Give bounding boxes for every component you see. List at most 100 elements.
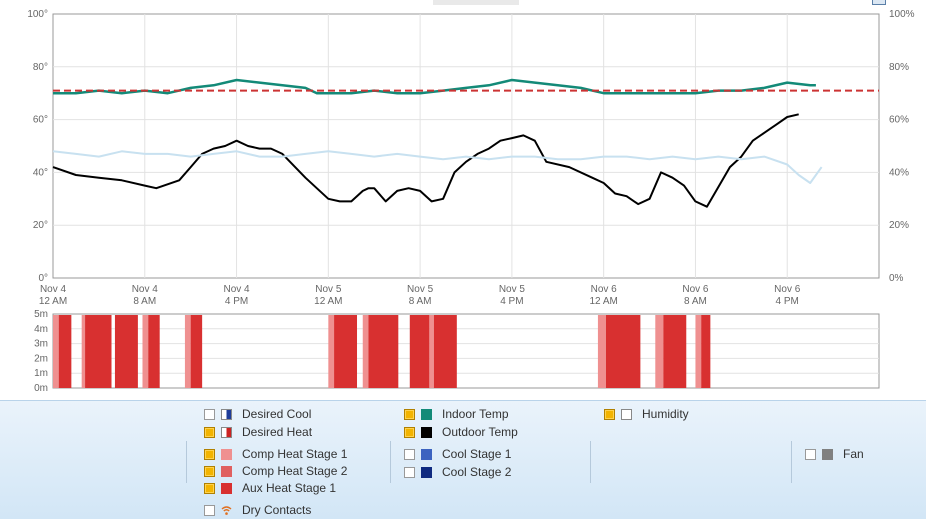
runtime-bar [362, 315, 369, 388]
x-tick-label: 8 AM [684, 296, 707, 307]
x-tick-label: Nov 5 [315, 284, 342, 295]
temperature-chart: 0° 0% 20° 20% 40° 40% 60° 60% 80° 80% 100° 100% Nov … [27, 9, 914, 307]
x-tick-label: Nov 4 [40, 284, 67, 295]
runtime-bar [328, 315, 335, 388]
x-tick-label: Nov 5 [499, 284, 526, 295]
legend-label: Aux Heat Stage 1 [242, 481, 337, 495]
x-tick-label: 12 AM [314, 296, 342, 307]
x-tick-label: Nov 4 [223, 284, 250, 295]
runtime-bar [429, 315, 434, 388]
x-tick-label: Nov 6 [774, 284, 801, 295]
legend-label: Cool Stage 1 [442, 447, 512, 461]
legend-label: Cool Stage 2 [442, 465, 512, 479]
y-tick-label-right: 60% [889, 115, 909, 126]
runtime-bar [142, 315, 149, 388]
x-tick-label: 4 PM [776, 296, 799, 307]
legend-checkbox[interactable] [805, 448, 816, 460]
x-tick-label: Nov 4 [132, 284, 159, 295]
legend-label: Desired Heat [242, 425, 313, 439]
legend-item-outdoor-temp[interactable]: Outdoor Temp [404, 424, 518, 440]
runtime-chart: 0m 1m 2m 3m 4m 5m [34, 309, 880, 394]
runtime-bar [53, 315, 59, 388]
x-tick-label: Nov 6 [591, 284, 618, 295]
legend-checkbox[interactable] [404, 408, 415, 420]
legend-swatch [221, 448, 232, 460]
runtime-y-tick-label: 3m [34, 339, 48, 350]
legend-item-dry-contacts[interactable]: Dry Contacts [204, 502, 311, 518]
series-line-humidity [52, 150, 823, 184]
legend-label: Fan [843, 447, 864, 461]
legend-swatch [621, 408, 632, 420]
legend-item-desired-heat[interactable]: Desired Heat [204, 424, 312, 440]
y-tick-label-right: 100% [889, 9, 915, 20]
legend-item-desired-cool[interactable]: Desired Cool [204, 406, 311, 422]
legend-checkbox[interactable] [604, 408, 615, 420]
runtime-y-tick-label: 4m [34, 324, 48, 335]
legend-label: Comp Heat Stage 1 [242, 447, 348, 461]
legend-checkbox[interactable] [404, 426, 415, 438]
runtime-y-tick-label: 2m [34, 353, 48, 364]
x-tick-label: 8 AM [133, 296, 156, 307]
legend-checkbox[interactable] [204, 408, 215, 420]
runtime-bar [81, 315, 88, 388]
legend-label: Dry Contacts [242, 503, 312, 517]
legend-item-cool-stage-2[interactable]: Cool Stage 2 [404, 464, 511, 480]
y-tick-label: 40° [33, 167, 48, 178]
top-tab[interactable] [433, 0, 519, 5]
runtime-bar [605, 315, 641, 388]
runtime-bar [701, 315, 711, 388]
x-tick-label: Nov 6 [682, 284, 709, 295]
runtime-bar [148, 315, 160, 388]
runtime-bar [655, 315, 664, 388]
legend-swatch [221, 408, 232, 420]
legend-checkbox[interactable] [404, 448, 415, 460]
runtime-bar [409, 315, 430, 388]
runtime-bar [334, 315, 358, 388]
legend-label: Outdoor Temp [442, 425, 518, 439]
legend-checkbox[interactable] [204, 504, 215, 516]
legend-item-comp-heat-stage-1[interactable]: Comp Heat Stage 1 [204, 446, 347, 462]
legend-divider [186, 441, 187, 483]
legend-item-comp-heat-stage-2[interactable]: Comp Heat Stage 2 [204, 463, 347, 479]
legend-label: Humidity [642, 407, 689, 421]
runtime-bar [85, 315, 112, 388]
runtime-bar [190, 315, 203, 388]
legend-checkbox[interactable] [204, 426, 215, 438]
y-tick-label: 0° [38, 273, 48, 284]
runtime-y-tick-label: 1m [34, 368, 48, 379]
legend-swatch [221, 465, 232, 477]
legend-divider [791, 441, 792, 483]
charts: 0° 0% 20° 20% 40° 40% 60° 60% 80° 80% 100° 100% Nov … [27, 9, 914, 394]
legend-swatch [421, 426, 432, 438]
y-tick-label: 100° [27, 9, 48, 20]
x-tick-label: Nov 5 [407, 284, 434, 295]
legend-checkbox[interactable] [204, 465, 215, 477]
runtime-bar [433, 315, 457, 388]
legend-swatch [822, 448, 833, 460]
plot-area [52, 13, 880, 279]
x-tick-label: 4 PM [500, 296, 523, 307]
legend-checkbox[interactable] [404, 466, 415, 478]
legend-swatch [221, 482, 232, 494]
legend-label: Desired Cool [242, 407, 312, 421]
legend-item-cool-stage-1[interactable]: Cool Stage 1 [404, 446, 511, 462]
export-icon[interactable] [872, 0, 886, 5]
y-tick-label: 60° [33, 115, 48, 126]
y-tick-label-right: 20% [889, 220, 909, 231]
legend-item-fan[interactable]: Fan [805, 446, 864, 462]
legend-item-indoor-temp[interactable]: Indoor Temp [404, 406, 509, 422]
x-tick-label: 8 AM [409, 296, 432, 307]
y-tick-label-right: 0% [889, 273, 904, 284]
y-tick-label-right: 80% [889, 62, 909, 73]
runtime-bar [695, 315, 702, 388]
legend-label: Indoor Temp [442, 407, 509, 421]
runtime-y-tick-label: 0m [34, 383, 48, 394]
legend-checkbox[interactable] [204, 448, 215, 460]
legend-swatch [421, 448, 432, 460]
x-tick-label: 4 PM [225, 296, 248, 307]
legend-item-humidity[interactable]: Humidity [604, 406, 689, 422]
legend-swatch [221, 426, 232, 438]
legend-item-aux-heat-stage-1[interactable]: Aux Heat Stage 1 [204, 480, 336, 496]
legend-checkbox[interactable] [204, 482, 215, 494]
runtime-bar [597, 315, 606, 388]
